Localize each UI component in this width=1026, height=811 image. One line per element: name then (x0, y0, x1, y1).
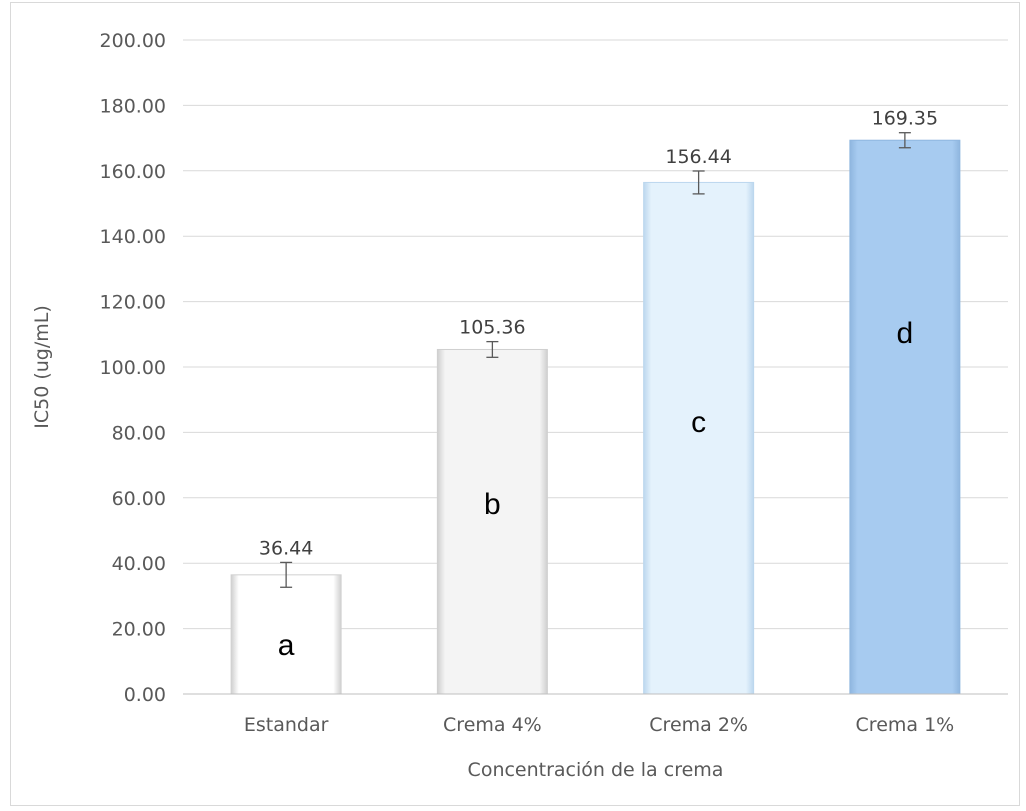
data-label: 156.44 (665, 146, 731, 168)
bar-estandar (230, 574, 342, 695)
group-letters: a b c d (278, 317, 913, 662)
y-tick-label: 100.00 (100, 357, 166, 379)
y-tick-label: 60.00 (112, 488, 166, 510)
x-axis-title: Concentración de la crema (468, 759, 724, 781)
error-bar (280, 561, 293, 588)
x-tick-label: Estandar (244, 714, 329, 736)
data-labels: 36.44 105.36 156.44 169.35 (259, 108, 938, 560)
group-letter: a (278, 629, 295, 662)
y-tick-label: 0.00 (124, 684, 166, 706)
data-label: 105.36 (459, 317, 525, 339)
y-tick-label: 120.00 (100, 292, 166, 314)
group-letter: b (484, 488, 501, 521)
y-tick-label: 160.00 (100, 161, 166, 183)
y-axis-title: IC50 (ug/mL) (31, 305, 53, 429)
error-bar (486, 340, 499, 358)
y-tick-label: 80.00 (112, 422, 166, 444)
x-axis-ticks: Estandar Crema 4% Crema 2% Crema 1% (244, 714, 954, 736)
group-letter: d (897, 317, 914, 350)
bar-crema-1- (849, 139, 961, 695)
group-letter: c (691, 406, 706, 439)
bar-crema-4- (436, 348, 548, 695)
data-label: 169.35 (872, 108, 938, 130)
x-tick-label: Crema 4% (443, 714, 542, 736)
x-tick-label: Crema 1% (856, 714, 955, 736)
y-tick-label: 20.00 (112, 619, 166, 641)
y-tick-label: 200.00 (100, 30, 166, 52)
y-tick-label: 140.00 (100, 226, 166, 248)
error-bar (692, 170, 705, 195)
bars (230, 139, 961, 695)
y-axis-ticks: 0.00 20.00 40.00 60.00 80.00 100.00 120.00 140.… (100, 30, 166, 706)
x-tick-label: Crema 2% (649, 714, 748, 736)
error-bar (898, 132, 911, 149)
data-label: 36.44 (259, 537, 313, 559)
y-tick-label: 180.00 (100, 95, 166, 117)
y-tick-label: 40.00 (112, 553, 166, 575)
error-bars (280, 132, 911, 588)
